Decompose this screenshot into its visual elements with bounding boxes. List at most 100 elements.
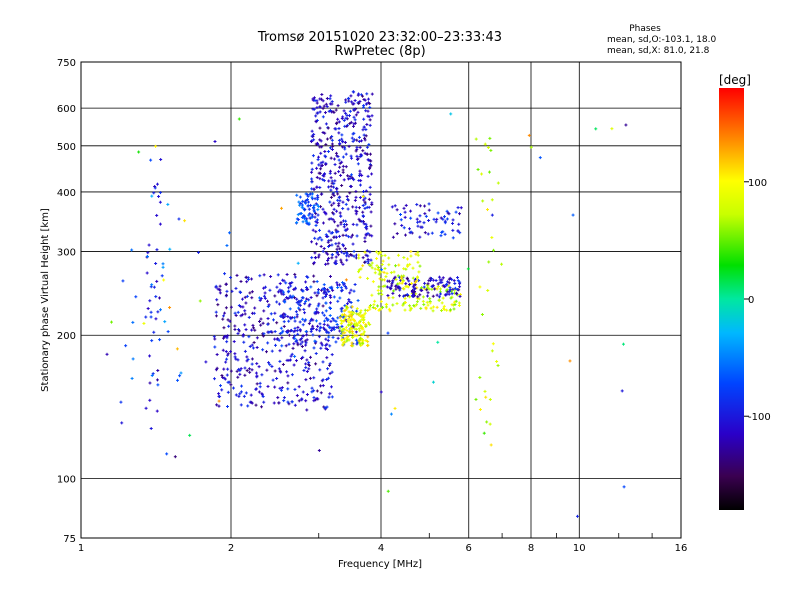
data-point [348, 176, 352, 180]
data-point [354, 189, 358, 193]
data-point [237, 117, 241, 121]
data-point [318, 236, 322, 240]
data-point [339, 173, 343, 177]
data-point [428, 276, 432, 280]
data-point [148, 381, 152, 385]
data-point [426, 282, 430, 286]
data-point [594, 127, 598, 131]
data-point [326, 240, 330, 244]
data-point [352, 289, 356, 293]
data-point [243, 295, 247, 299]
data-point [273, 337, 277, 341]
data-point [421, 295, 425, 299]
data-point [326, 317, 330, 321]
data-point [317, 228, 321, 232]
data-point [358, 155, 362, 159]
data-point [329, 184, 333, 188]
data-point [293, 329, 297, 333]
data-point [329, 195, 333, 199]
data-point [328, 363, 332, 367]
data-point [155, 213, 159, 217]
data-point [309, 296, 313, 300]
data-point [149, 158, 153, 162]
data-point [332, 207, 336, 211]
data-point [369, 224, 373, 228]
data-point [358, 336, 362, 340]
data-point [325, 377, 329, 381]
data-point [324, 155, 328, 159]
data-point [363, 151, 367, 155]
data-point [350, 305, 354, 309]
data-point [342, 337, 346, 341]
data-point [333, 163, 337, 167]
data-point [357, 253, 361, 257]
data-point [299, 342, 303, 346]
data-point [306, 194, 310, 198]
data-point [446, 280, 450, 284]
data-point [233, 352, 237, 356]
data-point [362, 105, 366, 109]
data-point [413, 280, 417, 284]
data-point [483, 142, 487, 146]
y-tick-label: 200 [57, 331, 76, 342]
data-point [316, 237, 320, 241]
data-point [359, 324, 363, 328]
data-point [316, 111, 320, 115]
data-point [335, 121, 339, 125]
data-point [232, 386, 236, 390]
data-point [310, 167, 314, 171]
data-point [327, 331, 331, 335]
data-point [325, 137, 329, 141]
data-point [341, 342, 345, 346]
data-point [250, 368, 254, 372]
data-point [324, 316, 328, 320]
data-point [409, 209, 413, 213]
data-point [275, 300, 279, 304]
data-point [328, 372, 332, 376]
data-point [327, 150, 331, 154]
data-point [336, 224, 340, 228]
data-point [225, 340, 229, 344]
phase-stats-title: Phases [629, 24, 661, 34]
data-point [330, 395, 334, 399]
data-point [321, 99, 325, 103]
data-point [282, 312, 286, 316]
data-point [326, 258, 330, 262]
data-point [148, 299, 152, 303]
data-point [287, 358, 291, 362]
data-point [330, 353, 334, 357]
data-point [324, 251, 328, 255]
data-point [319, 151, 323, 155]
data-point [223, 311, 227, 315]
data-point [218, 288, 222, 292]
data-point [341, 262, 345, 266]
data-point [330, 135, 334, 139]
data-point [450, 292, 454, 296]
data-point [370, 92, 374, 96]
data-point [311, 154, 315, 158]
data-point [296, 325, 300, 329]
data-point [308, 376, 312, 380]
data-point [352, 115, 356, 119]
data-point [290, 373, 294, 377]
data-point [300, 398, 304, 402]
data-point [422, 285, 426, 289]
data-point [309, 140, 313, 144]
data-point [478, 285, 482, 289]
data-point [330, 370, 334, 374]
data-point [391, 296, 395, 300]
data-point [529, 145, 533, 149]
data-point [309, 285, 313, 289]
data-point [396, 253, 400, 257]
data-point [247, 315, 251, 319]
data-point [342, 118, 346, 122]
data-point [298, 203, 302, 207]
data-point [314, 362, 318, 366]
data-point [311, 97, 315, 101]
data-point [300, 356, 304, 360]
data-point [330, 100, 334, 104]
data-point [339, 307, 343, 311]
data-point [490, 349, 494, 353]
data-point [348, 191, 352, 195]
data-point [295, 217, 299, 221]
